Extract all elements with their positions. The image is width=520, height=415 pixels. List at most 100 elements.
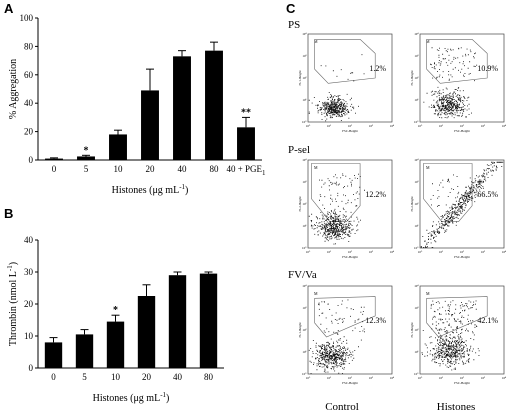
gate-region xyxy=(423,163,473,222)
x-log-tick: 10⁴ xyxy=(390,124,395,128)
y-log-tick: 10³ xyxy=(414,306,418,310)
panel-c-flow-cytometry: PS P-sel FV/Va Control Histones 10°10°10… xyxy=(288,19,507,413)
x-tick-label: 0 xyxy=(52,164,57,174)
gate-region xyxy=(311,163,361,222)
y-log-tick: 10° xyxy=(414,246,419,250)
y-log-tick: 10² xyxy=(414,76,418,80)
gate-region xyxy=(314,296,376,338)
x-tick-label: 40 xyxy=(173,372,183,382)
plot-frame xyxy=(419,159,505,249)
flow-plot-fvva-histones: 10°10° 10¹ 10¹ 10² 10² 10³ 10³ 10⁴ 10⁴ FSC-Height… xyxy=(410,284,507,385)
fl-axis-label: FL2-Height xyxy=(298,196,302,211)
gate-region xyxy=(314,38,376,84)
gate-region xyxy=(426,38,488,84)
gate-marker: M xyxy=(426,165,430,170)
y-log-tick: 10⁴ xyxy=(302,32,307,36)
chart-b-thrombin: 0 10 20 30 40 0 5 * 10 20 40 80 Histones (μg mL-1) Th… xyxy=(6,235,224,404)
y-tick-label: 40 xyxy=(24,235,34,245)
event-dots xyxy=(423,47,478,119)
y-tick-label: 20 xyxy=(24,299,34,309)
gate-percentage: 42.1% xyxy=(477,316,498,325)
y-log-tick: 10³ xyxy=(302,306,306,310)
bar-5 xyxy=(77,156,95,160)
gate-percentage: 66.5% xyxy=(477,190,498,199)
x-log-tick: 10³ xyxy=(481,124,485,128)
x-log-tick: 10° xyxy=(306,124,311,128)
panel-letter-a: A xyxy=(4,1,14,16)
x-log-tick: 10² xyxy=(348,376,352,380)
y-log-tick: 10² xyxy=(302,76,306,80)
row-label-ps: PS xyxy=(288,19,300,31)
row-label-psel: P-sel xyxy=(288,144,310,156)
y-tick-label: 0 xyxy=(29,155,34,165)
gate-percentage: 12.3% xyxy=(365,316,386,325)
x-log-tick: 10° xyxy=(418,124,423,128)
fl-axis-label: FL2-Height xyxy=(410,196,414,211)
y-tick-label: 80 xyxy=(24,41,34,51)
x-tick-label: 0 xyxy=(51,372,56,382)
bar-40 xyxy=(168,275,187,368)
y-log-tick: 10° xyxy=(302,246,307,250)
y-log-tick: 10³ xyxy=(414,180,418,184)
x-tick-label: 80 xyxy=(210,164,220,174)
bar-20 xyxy=(137,296,156,368)
y-log-tick: 10° xyxy=(302,372,307,376)
x-tick-label: 80 xyxy=(204,372,214,382)
x-log-tick: 10² xyxy=(460,124,464,128)
x-log-tick: 10¹ xyxy=(327,250,331,254)
fsc-axis-label: FSC-Height xyxy=(454,129,470,133)
fsc-axis-label: FSC-Height xyxy=(454,381,470,385)
x-tick-label: 40 + PGE1 xyxy=(226,164,266,177)
y-log-tick: 10¹ xyxy=(414,350,418,354)
y-tick-label: 100 xyxy=(20,13,34,23)
plot-frame xyxy=(419,285,505,375)
column-label-histones: Histones xyxy=(437,401,476,413)
y-log-tick: 10² xyxy=(302,328,306,332)
fsc-axis-label: FSC-Height xyxy=(342,129,358,133)
y-log-tick: 10¹ xyxy=(302,224,306,228)
y-log-tick: 10³ xyxy=(302,54,306,58)
fl-axis-label: FL1-Height xyxy=(298,322,302,337)
bar-80 xyxy=(199,273,218,368)
bar-0 xyxy=(44,342,63,368)
y-log-tick: 10⁴ xyxy=(302,158,307,162)
plot-frame xyxy=(307,33,393,123)
bar-10 xyxy=(109,134,127,160)
y-log-tick: 10¹ xyxy=(302,350,306,354)
gate-marker: M xyxy=(314,39,318,44)
y-log-tick: 10¹ xyxy=(302,98,306,102)
x-log-tick: 10³ xyxy=(369,376,373,380)
flow-plot-psel-histones: 10°10° 10¹ 10¹ 10² 10² 10³ 10³ 10⁴ 10⁴ FSC-Height… xyxy=(410,158,507,259)
x-tick-label: 10 xyxy=(111,372,121,382)
panel-letter-c: C xyxy=(286,1,296,16)
x-log-tick: 10² xyxy=(348,124,352,128)
y-log-tick: 10° xyxy=(414,372,419,376)
x-axis-title: Histones (μg mL-1) xyxy=(93,391,170,404)
x-log-tick: 10⁴ xyxy=(502,124,507,128)
fsc-axis-label: FSC-Height xyxy=(454,255,470,259)
x-log-tick: 10¹ xyxy=(439,376,443,380)
bar-5 xyxy=(75,334,94,368)
x-log-tick: 10⁴ xyxy=(390,376,395,380)
plot-frame xyxy=(307,159,393,249)
fl-axis-label: FL1-Height xyxy=(410,322,414,337)
x-log-tick: 10¹ xyxy=(327,376,331,380)
column-label-control: Control xyxy=(325,401,359,413)
bar-40 xyxy=(173,56,191,161)
gate-percentage: 1.2% xyxy=(369,64,386,73)
gate-marker: M xyxy=(426,291,430,296)
panel-letter-b: B xyxy=(4,206,13,221)
gate-region xyxy=(426,296,488,338)
gate-marker: M xyxy=(426,39,430,44)
flow-plot-fvva-control: 10°10° 10¹ 10¹ 10² 10² 10³ 10³ 10⁴ 10⁴ FSC-Height… xyxy=(298,284,395,385)
x-tick-label: 10 xyxy=(114,164,124,174)
y-tick-label: 60 xyxy=(24,70,34,80)
y-log-tick: 10⁴ xyxy=(414,284,419,288)
y-log-tick: 10⁴ xyxy=(414,32,419,36)
gate-percentage: 10.9% xyxy=(477,64,498,73)
bar-40+PGE xyxy=(237,127,255,160)
y-axis-title: Thrombin (nmol L-1) xyxy=(6,262,19,346)
x-log-tick: 10³ xyxy=(369,124,373,128)
x-log-tick: 10² xyxy=(460,376,464,380)
